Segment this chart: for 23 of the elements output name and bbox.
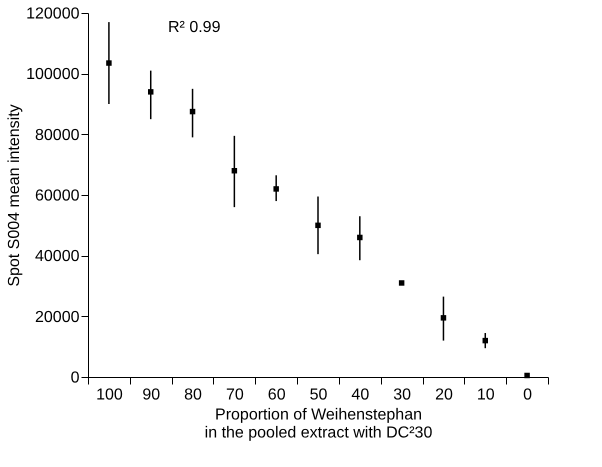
x-tick-label: 0: [523, 386, 532, 404]
x-axis-title: Proportion of Weihenstephan in the pooled extract with DC²30: [204, 406, 432, 442]
point: [524, 372, 530, 378]
x-tick-label: 70: [226, 386, 244, 404]
y-tick-label: 120000: [26, 6, 80, 22]
y-tick-label: 80000: [35, 126, 80, 144]
point: [398, 280, 404, 286]
y-axis-title: Spot S004 mean intensity: [6, 104, 24, 287]
y-tick-label: 40000: [35, 248, 80, 266]
annotation: R² 0.99: [168, 19, 221, 36]
y-tick-label: 0: [70, 370, 80, 386]
x-tick-label: 80: [184, 386, 202, 404]
x-tick-label: 50: [310, 386, 328, 404]
x-tick-label: 20: [435, 386, 453, 404]
y-tick-label: 20000: [35, 308, 80, 326]
x-tick-label: 90: [142, 386, 160, 404]
x-tick-label: 10: [476, 386, 495, 404]
y-tick-label: 100000: [26, 66, 80, 84]
y-tick-label: 60000: [35, 188, 80, 204]
x-tick-label: 30: [393, 386, 412, 404]
x-tick-label: 100: [96, 386, 123, 404]
x-tick-label: 60: [268, 386, 286, 404]
x-tick-label: 40: [351, 386, 370, 404]
